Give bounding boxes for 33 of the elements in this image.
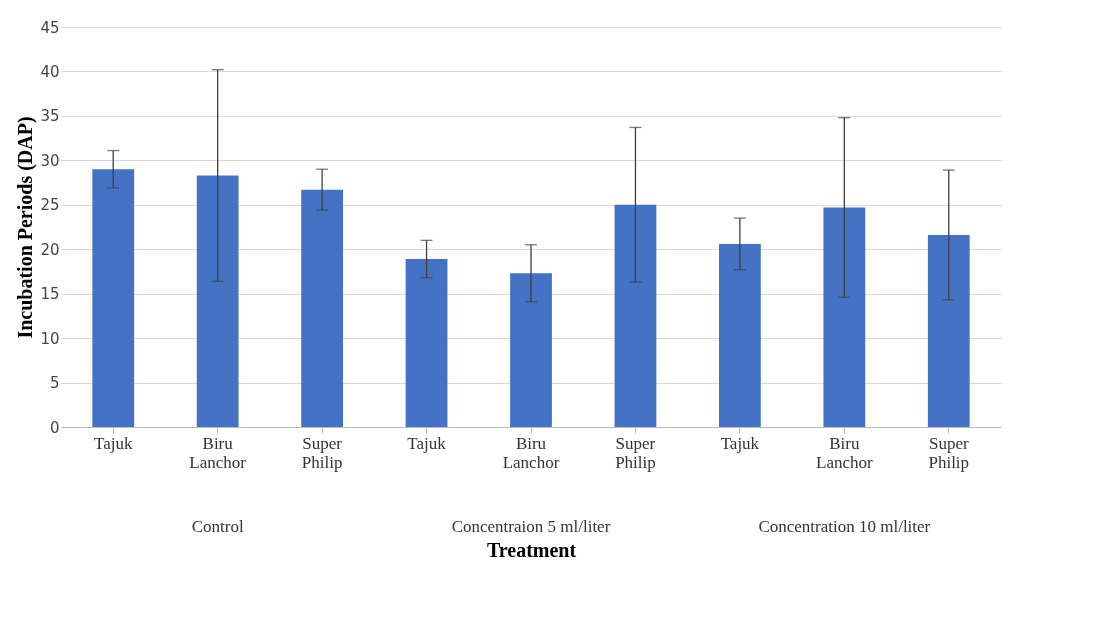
x-tick-label: Biru Lanchor (816, 433, 873, 472)
bar (301, 189, 343, 427)
x-tick-label: Tajuk (720, 433, 760, 453)
bar (927, 235, 970, 427)
text: Concentraion 5 ml/liter (451, 517, 611, 536)
bar (92, 169, 135, 427)
y-tick-label: 0 (49, 418, 60, 437)
x-tick-label: Tajuk (407, 433, 447, 453)
bar (405, 259, 448, 427)
x-axis-title: Treatment (486, 538, 577, 561)
y-tick-label: 10 (40, 329, 60, 348)
y-tick-label: 35 (40, 107, 60, 126)
y-tick-label: 20 (40, 240, 60, 259)
y-tick-label: 45 (40, 18, 60, 37)
y-tick-label: 25 (40, 196, 60, 215)
text: Concentration 10 ml/liter (758, 517, 931, 536)
x-tick-label: Super Philip (615, 433, 656, 472)
bar (719, 243, 761, 427)
y-tick-label: 15 (40, 285, 60, 304)
text: Control (191, 517, 244, 536)
x-tick-label: Biru Lanchor (502, 433, 560, 472)
bar (823, 207, 866, 427)
x-tick-label: Tajuk (93, 433, 133, 453)
bar (196, 175, 239, 427)
y-tick-label: 40 (40, 62, 60, 81)
y-axis-title: Incubation Periods (DAP) (14, 116, 38, 339)
bar (510, 273, 552, 427)
y-tick-label: 30 (40, 151, 60, 170)
x-tick-label: Super Philip (301, 433, 343, 472)
x-tick-label: Super Philip (928, 433, 970, 472)
x-tick-label: Biru Lanchor (189, 433, 247, 472)
y-tick-label: 5 (49, 374, 60, 393)
bar (614, 204, 657, 427)
